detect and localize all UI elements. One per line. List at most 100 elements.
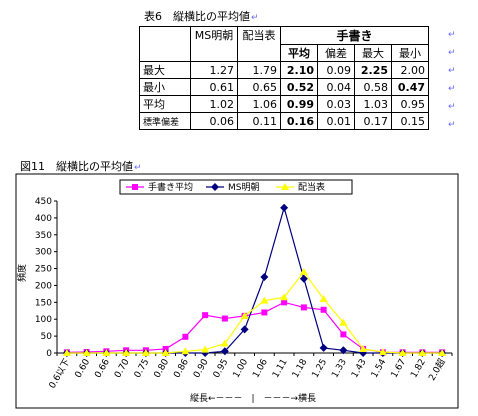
cell: 0.17 — [354, 112, 392, 130]
x-tick-label: 0.6以下 — [48, 358, 73, 391]
x-tick-label: 1.06 — [251, 357, 270, 380]
data-point — [82, 349, 91, 356]
y-tick-label: 350 — [35, 231, 52, 241]
return-mark-icon: ↵ — [448, 84, 456, 94]
data-point — [102, 349, 111, 356]
x-tick-label: 0.90 — [192, 357, 211, 380]
data-point — [260, 273, 269, 281]
table-row: 最大 1.27 1.79 2.10 0.09 2.25 2.00 — [139, 61, 429, 79]
y-tick-label: 50 — [41, 332, 53, 342]
data-point — [122, 349, 131, 356]
data-point — [201, 345, 210, 353]
cell: 0.99 — [280, 95, 318, 113]
data-point — [162, 345, 169, 352]
row-label: 最小 — [139, 78, 191, 96]
table-caption: 表6 縦横比の平均値↵ — [144, 8, 259, 24]
row-label: 平均 — [139, 95, 191, 113]
legend-marker — [211, 183, 219, 191]
cell: 2.00 — [391, 61, 429, 79]
cell: 1.79 — [237, 61, 281, 79]
return-mark-icon: ↵ — [448, 120, 456, 130]
x-tick-label: 0.60 — [74, 357, 93, 380]
x-tick-label: 2.0超 — [426, 357, 448, 383]
y-tick-label: 400 — [35, 214, 52, 224]
y-tick-label: 300 — [35, 248, 52, 258]
row-label: 標準偏差 — [139, 112, 191, 130]
data-point — [299, 267, 308, 275]
data-point — [320, 306, 327, 313]
data-point — [141, 349, 150, 356]
return-mark-icon: ↵ — [448, 30, 456, 40]
return-mark-icon: ↵ — [251, 13, 259, 23]
data-point — [418, 349, 427, 356]
y-axis-title: 頻度 — [16, 264, 28, 282]
data-point — [280, 203, 289, 212]
cell: 0.01 — [317, 112, 355, 130]
x-tick-label: 1.67 — [390, 358, 409, 380]
data-point — [220, 347, 229, 356]
y-tick-label: 450 — [35, 197, 52, 207]
data-point — [398, 349, 407, 356]
data-point — [240, 325, 249, 334]
legend-marker — [281, 183, 289, 190]
data-point — [378, 347, 387, 355]
data-point — [340, 331, 347, 338]
cell: 0.11 — [237, 112, 281, 130]
y-tick-label: 150 — [35, 298, 52, 308]
legend-box — [119, 179, 353, 195]
x-tick-label: 0.80 — [153, 357, 172, 380]
y-tick-label: 100 — [35, 315, 52, 325]
legend-label: 手書き平均 — [148, 181, 193, 193]
y-tick-label: 200 — [35, 281, 52, 291]
data-point — [221, 315, 228, 322]
x-tick-label: 0.66 — [93, 357, 112, 380]
data-point — [182, 333, 189, 340]
chart-frame — [15, 173, 459, 409]
table-caption-text: 表6 縦横比の平均値 — [144, 10, 250, 23]
series-line-0 — [66, 301, 443, 353]
x-tick-label: 1.11 — [271, 358, 290, 380]
table-row: 平均 1.02 1.06 0.99 0.03 1.03 0.95 — [139, 95, 429, 113]
return-mark-icon: ↵ — [448, 48, 456, 58]
data-point — [300, 304, 307, 311]
cell: 0.16 — [280, 112, 318, 130]
x-tick-label: 0.75 — [133, 358, 152, 380]
data-point — [281, 299, 288, 306]
x-tick-label: 1.54 — [370, 357, 389, 380]
row-label: 最大 — [139, 61, 191, 79]
x-tick-label: 1.25 — [311, 358, 330, 380]
subheader-mean: 平均 — [280, 44, 318, 62]
x-tick-label: 1.18 — [291, 357, 310, 380]
data-point — [319, 294, 328, 302]
x-tick-label: 0.86 — [172, 357, 191, 380]
data-point — [202, 312, 209, 319]
cell: 0.95 — [391, 95, 429, 113]
cell: 0.15 — [391, 112, 429, 130]
data-point — [339, 318, 348, 326]
x-tick-label: 1.33 — [330, 358, 349, 380]
cell: 1.03 — [354, 95, 392, 113]
data-point — [339, 346, 348, 355]
return-mark-icon: ↵ — [448, 102, 456, 112]
data-point — [261, 309, 268, 316]
series-line-2 — [66, 270, 443, 354]
data-point — [299, 274, 308, 283]
x-axis-title: 縦長←－－－ | －－－→横長 — [190, 392, 316, 404]
return-mark-icon: ↵ — [448, 66, 456, 76]
data-point — [220, 339, 229, 347]
aspect-ratio-table: MS明朝 配当表 手書き 平均 偏差 最大 最小 最大 1.27 1.79 2.… — [139, 26, 429, 130]
x-tick-label: 0.95 — [212, 358, 231, 380]
y-tick-label: 250 — [35, 265, 52, 275]
data-point — [319, 343, 328, 352]
legend-marker — [132, 184, 138, 190]
figure-caption: 図11 縦横比の平均値↵ — [20, 158, 142, 174]
subheader-deviation: 偏差 — [317, 44, 355, 62]
series-line-1 — [66, 205, 443, 354]
data-point — [438, 349, 447, 356]
data-point — [359, 344, 368, 352]
legend-label: MS明朝 — [228, 182, 259, 193]
col-header-ms-mincho: MS明朝 — [190, 26, 238, 62]
cell: 0.61 — [190, 78, 238, 96]
data-point — [181, 347, 190, 355]
